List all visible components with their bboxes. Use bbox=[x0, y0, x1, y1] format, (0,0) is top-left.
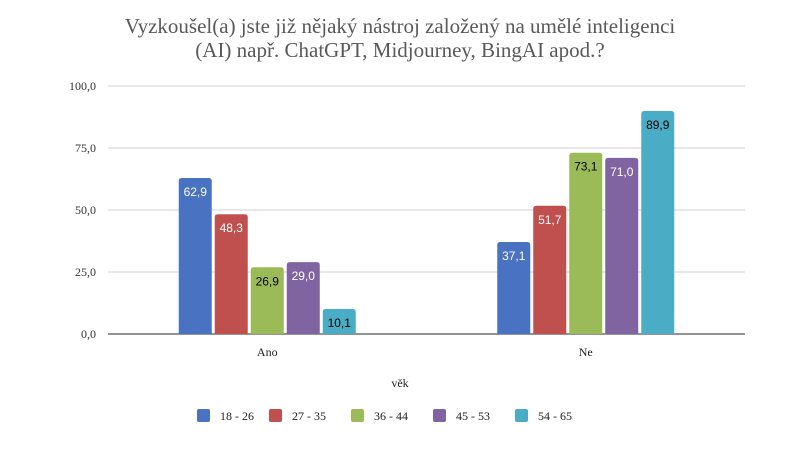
legend-swatch bbox=[515, 409, 528, 422]
bar bbox=[214, 214, 248, 334]
y-tick-label: 100,0 bbox=[69, 79, 96, 93]
legend-swatch bbox=[433, 409, 446, 422]
bar bbox=[569, 152, 603, 334]
data-label: 62,9 bbox=[184, 185, 208, 199]
legend-swatch bbox=[351, 409, 364, 422]
y-tick-label: 50,0 bbox=[75, 203, 96, 217]
legend-label: 18 - 26 bbox=[220, 409, 254, 423]
data-label: 71,0 bbox=[610, 165, 634, 179]
bar bbox=[322, 308, 356, 334]
data-label: 89,9 bbox=[646, 118, 670, 132]
x-axis-title: věk bbox=[391, 376, 408, 390]
legend-label: 36 - 44 bbox=[374, 409, 408, 423]
bar bbox=[286, 262, 320, 334]
legend-label: 27 - 35 bbox=[292, 409, 326, 423]
chart-title-line-1: Vyzkoušel(a) jste již nějaký nástroj zal… bbox=[124, 14, 676, 38]
legend-label: 54 - 65 bbox=[538, 409, 572, 423]
bar bbox=[178, 178, 212, 334]
data-label: 73,1 bbox=[574, 160, 598, 174]
y-tick-label: 0,0 bbox=[81, 327, 96, 341]
y-tick-label: 75,0 bbox=[75, 141, 96, 155]
chart-title-line-2: (AI) např. ChatGPT, Midjourney, BingAI a… bbox=[195, 38, 605, 62]
y-tick-label: 25,0 bbox=[75, 265, 96, 279]
data-label: 51,7 bbox=[538, 213, 562, 227]
legend-swatch bbox=[269, 409, 282, 422]
bar bbox=[533, 205, 567, 334]
data-label: 48,3 bbox=[220, 221, 244, 235]
bar bbox=[497, 241, 531, 334]
x-tick-label: Ne bbox=[579, 345, 593, 359]
data-label: 26,9 bbox=[256, 274, 280, 288]
bar bbox=[641, 111, 675, 334]
bar bbox=[250, 267, 284, 334]
data-label: 29,0 bbox=[292, 269, 316, 283]
data-label: 37,1 bbox=[502, 249, 526, 263]
legend-label: 45 - 53 bbox=[456, 409, 490, 423]
x-tick-label: Ano bbox=[257, 345, 278, 359]
legend-swatch bbox=[197, 409, 210, 422]
data-label: 10,1 bbox=[328, 316, 352, 330]
bar bbox=[605, 157, 639, 334]
